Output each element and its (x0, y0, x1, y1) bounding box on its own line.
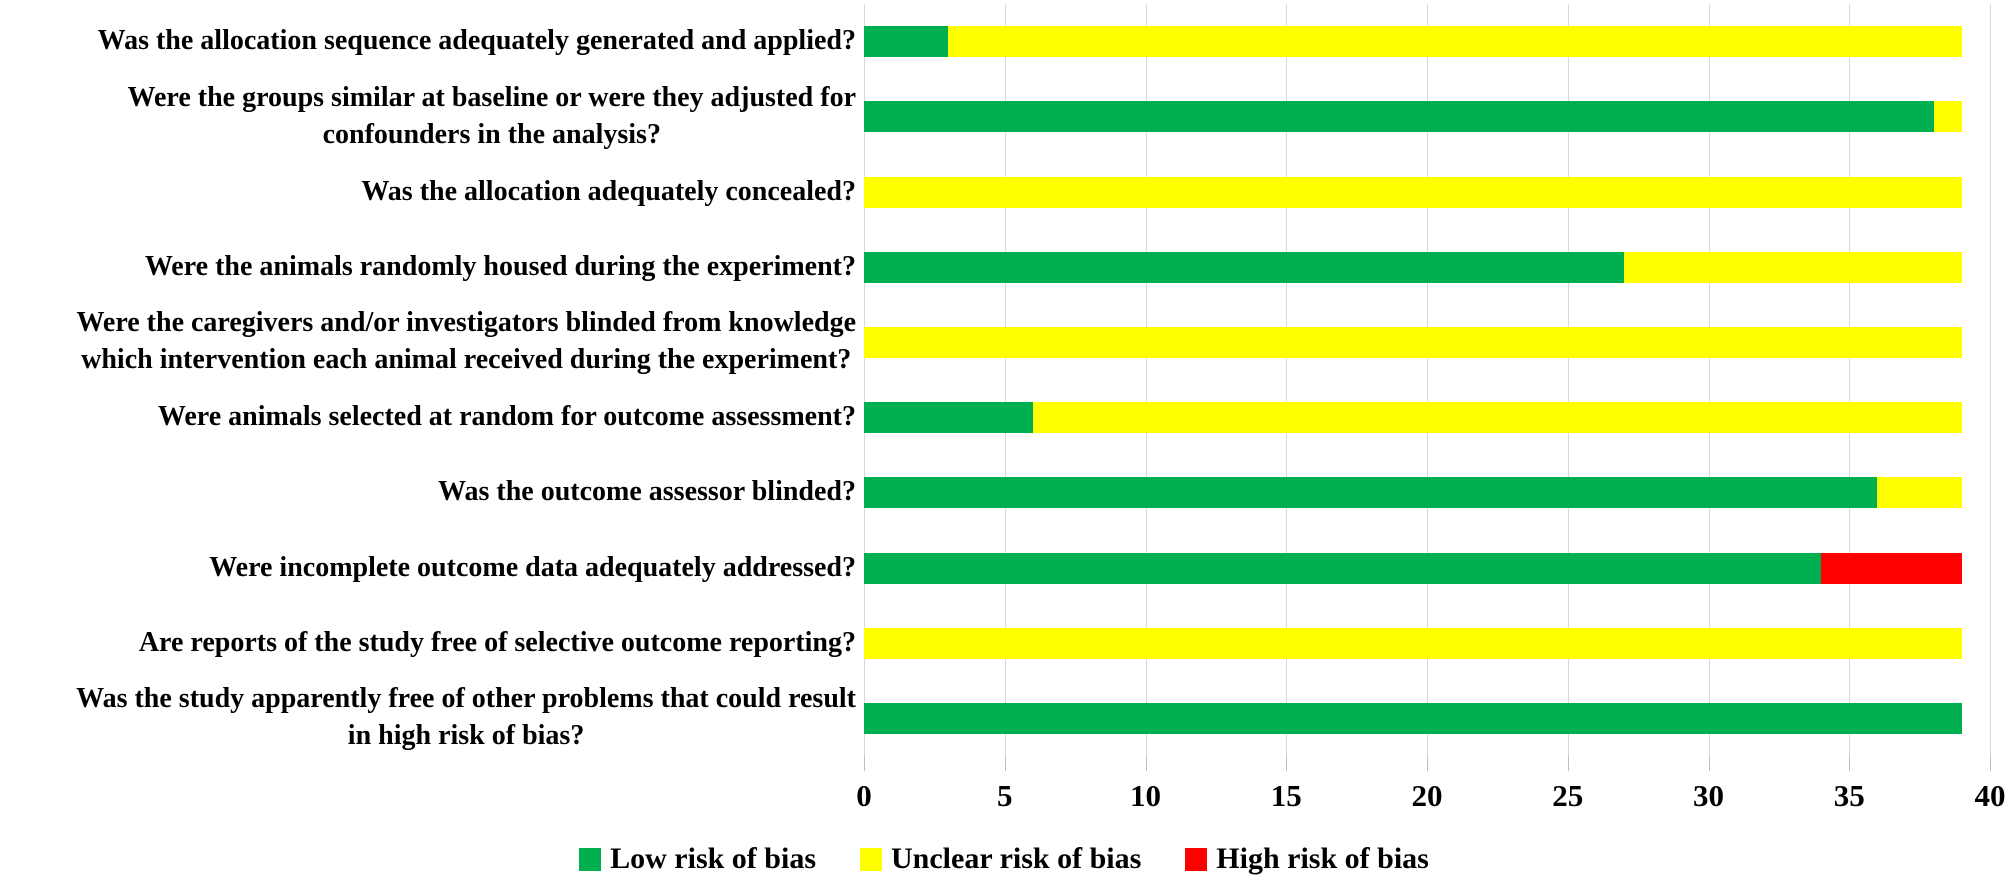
bar-segment-unclear-risk-of-bias (1032, 402, 1962, 434)
bar-segment-unclear-risk-of-bias (1624, 251, 1962, 283)
legend-item-unclear-risk-of-bias: Unclear risk of bias (860, 842, 1141, 876)
bar-segment-unclear-risk-of-bias (1877, 477, 1962, 509)
bar-segment-low-risk-of-bias (864, 552, 1822, 584)
category-label-9: Are reports of the study free of selecti… (138, 626, 856, 658)
gridline-x-30 (1708, 4, 1710, 756)
x-ticklabel-0: 0 (856, 778, 872, 813)
x-ticklabel-15: 15 (1270, 778, 1302, 813)
gridline-x-25 (1567, 4, 1569, 756)
bar-segment-unclear-risk-of-bias (864, 176, 1962, 208)
gridline-x-40 (1990, 4, 1991, 756)
category-labels: Was the allocation sequence adequately g… (0, 4, 856, 756)
bar-segment-low-risk-of-bias (864, 251, 1625, 283)
category-label-2: Were the groups similar at baseline or w… (127, 81, 856, 150)
legend-label: Unclear risk of bias (891, 842, 1142, 875)
category-label-3: Was the allocation adequately concealed? (361, 175, 856, 207)
x-tickmark-40 (1990, 756, 1991, 771)
gridline-x-0 (864, 4, 865, 756)
bar-segment-low-risk-of-bias (864, 101, 1934, 133)
legend-item-high-risk-of-bias: High risk of bias (1185, 842, 1429, 876)
x-ticklabel-35: 35 (1833, 778, 1865, 813)
bar-segment-low-risk-of-bias (864, 26, 949, 58)
gridline-x-20 (1427, 4, 1428, 756)
bar-segment-unclear-risk-of-bias (864, 627, 1962, 659)
legend-swatch-icon (1185, 847, 1208, 871)
category-label-6: Were animals selected at random for outc… (157, 401, 856, 433)
legend-label: High risk of bias (1216, 842, 1429, 875)
x-ticklabel-5: 5 (997, 778, 1013, 813)
category-label-8: Were incomplete outcome data adequately … (209, 551, 856, 583)
category-label-5: Were the caregivers and/or investigators… (76, 307, 856, 376)
bar-segment-unclear-risk-of-bias (1933, 101, 1962, 133)
bar-segment-unclear-risk-of-bias (864, 326, 1962, 358)
x-tickmark-15 (1286, 756, 1288, 771)
x-tickmark-35 (1849, 756, 1851, 771)
legend-item-low-risk-of-bias: Low risk of bias (579, 842, 816, 876)
gridline-x-10 (1145, 4, 1147, 756)
x-tickmark-0 (864, 756, 865, 771)
x-tickmark-25 (1567, 756, 1569, 771)
bar-segment-low-risk-of-bias (864, 477, 1878, 509)
legend: Low risk of bias Unclear risk of bias High… (0, 842, 2008, 876)
bar-segment-high-risk-of-bias (1821, 552, 1962, 584)
bar-segment-unclear-risk-of-bias (948, 26, 1962, 58)
legend-swatch-icon (860, 847, 882, 871)
x-tickmark-5 (1004, 756, 1006, 771)
legend-swatch-icon (579, 847, 602, 871)
category-label-7: Was the outcome assessor blinded? (438, 476, 856, 508)
x-tickmark-10 (1145, 756, 1147, 771)
gridline-x-35 (1849, 4, 1851, 756)
plot-area (864, 4, 1991, 756)
x-tickmark-30 (1708, 756, 1710, 771)
x-ticklabel-40: 40 (1974, 778, 2006, 813)
bar-segment-low-risk-of-bias (864, 402, 1033, 434)
bar-segment-low-risk-of-bias (864, 702, 1962, 734)
x-ticklabel-25: 25 (1552, 778, 1584, 813)
legend-label: Low risk of bias (610, 842, 816, 875)
x-ticklabel-30: 30 (1693, 778, 1724, 813)
category-label-10: Was the study apparently free of other p… (76, 683, 856, 752)
category-label-4: Were the animals randomly housed during … (144, 250, 856, 282)
x-ticklabel-10: 10 (1130, 778, 1161, 813)
x-ticklabel-20: 20 (1411, 778, 1443, 813)
gridline-x-15 (1286, 4, 1288, 756)
category-label-1: Was the allocation sequence adequately g… (97, 25, 856, 57)
gridline-x-5 (1004, 4, 1006, 756)
x-tickmark-20 (1427, 756, 1428, 771)
